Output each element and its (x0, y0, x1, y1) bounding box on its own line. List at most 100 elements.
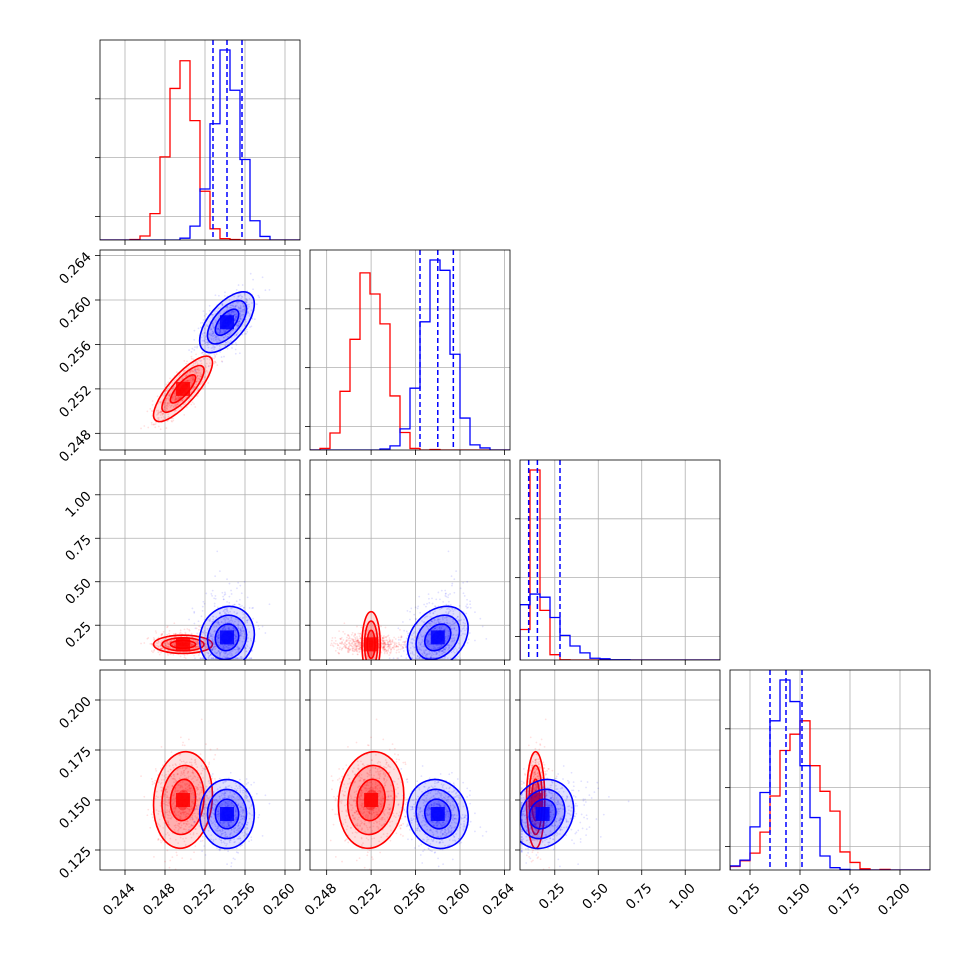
scatter-point-0 (192, 644, 195, 646)
scatter-point-0 (384, 639, 386, 642)
scatter-point-0 (391, 647, 394, 649)
scatter-point-1 (250, 657, 253, 660)
scatter-point-0 (201, 351, 204, 354)
scatter-point-1 (201, 605, 204, 608)
scatter-point-0 (196, 366, 199, 369)
panel-content (310, 250, 510, 450)
panel-0-0 (95, 39, 301, 245)
scatter-point-0 (195, 371, 198, 374)
scatter-point-1 (241, 308, 244, 311)
scatter-point-0 (191, 376, 194, 378)
scatter-point-0 (164, 644, 167, 647)
scatter-point-0 (156, 642, 159, 645)
scatter-point-1 (440, 589, 443, 592)
scatter-point-1 (245, 298, 247, 300)
scatter-point-1 (226, 621, 229, 624)
scatter-point-0 (197, 654, 200, 656)
scatter-point-1 (228, 298, 231, 301)
scatter-point-1 (193, 611, 196, 614)
scatter-point-1 (190, 634, 193, 637)
scatter-point-0 (351, 653, 354, 656)
scatter-point-1 (235, 333, 238, 336)
scatter-point-1 (210, 338, 213, 341)
scatter-point-1 (216, 344, 218, 347)
scatter-point-0 (343, 633, 346, 635)
scatter-point-0 (384, 643, 387, 646)
scatter-point-1 (421, 635, 424, 638)
scatter-point-0 (195, 381, 198, 383)
scatter-point-0 (186, 379, 189, 382)
scatter-point-1 (244, 647, 247, 649)
scatter-point-0 (160, 410, 163, 413)
scatter-point-1 (212, 325, 215, 328)
scatter-point-0 (160, 411, 163, 413)
scatter-point-0 (184, 397, 187, 400)
scatter-point-0 (214, 753, 217, 756)
histogram-0 (310, 272, 510, 450)
scatter-point-1 (212, 657, 215, 660)
scatter-point-1 (237, 581, 240, 584)
scatter-point-0 (160, 651, 162, 654)
scatter-point-0 (153, 782, 156, 784)
scatter-point-0 (352, 647, 354, 650)
scatter-point-1 (225, 651, 228, 654)
scatter-point-1 (413, 639, 415, 641)
scatter-point-0 (196, 361, 198, 363)
scatter-point-1 (388, 657, 391, 660)
scatter-point-0 (208, 358, 211, 361)
scatter-point-0 (157, 645, 160, 648)
scatter-point-1 (238, 598, 241, 601)
scatter-point-0 (191, 369, 194, 372)
scatter-point-1 (434, 605, 436, 608)
scatter-point-1 (242, 607, 245, 609)
scatter-point-1 (218, 338, 221, 341)
scatter-point-0 (213, 646, 216, 648)
scatter-point-1 (239, 634, 242, 636)
scatter-point-0 (355, 646, 357, 649)
scatter-point-0 (159, 428, 162, 431)
scatter-point-1 (208, 333, 211, 336)
scatter-point-0 (172, 419, 175, 422)
scatter-point-1 (235, 635, 238, 638)
scatter-point-1 (444, 594, 447, 597)
scatter-point-1 (198, 652, 201, 655)
scatter-point-1 (241, 309, 243, 312)
scatter-point-0 (181, 400, 184, 402)
scatter-point-1 (413, 654, 415, 656)
scatter-point-0 (404, 641, 407, 643)
scatter-point-0 (193, 386, 196, 388)
scatter-point-1 (239, 307, 242, 310)
scatter-point-1 (240, 314, 242, 317)
scatter-point-1 (211, 334, 213, 337)
scatter-point-1 (234, 352, 237, 355)
scatter-point-0 (173, 392, 176, 395)
scatter-point-0 (382, 637, 385, 640)
scatter-point-0 (192, 386, 195, 389)
scatter-point-1 (229, 628, 231, 631)
scatter-point-1 (228, 306, 231, 309)
scatter-point-1 (236, 302, 239, 304)
scatter-point-0 (183, 370, 185, 373)
scatter-point-0 (356, 639, 359, 642)
scatter-point-0 (192, 647, 195, 650)
scatter-point-1 (232, 328, 234, 331)
scatter-point-0 (352, 647, 354, 649)
scatter-point-1 (264, 632, 267, 634)
scatter-point-0 (166, 626, 168, 629)
scatter-point-1 (206, 651, 209, 654)
scatter-point-0 (346, 636, 348, 639)
scatter-point-0 (397, 645, 400, 648)
scatter-point-0 (160, 647, 163, 650)
scatter-point-0 (194, 371, 197, 373)
scatter-point-1 (230, 616, 233, 619)
scatter-point-0 (196, 379, 199, 381)
scatter-point-1 (212, 648, 214, 651)
scatter-point-0 (366, 655, 369, 658)
scatter-point-0 (167, 642, 169, 645)
scatter-point-0 (159, 411, 162, 414)
scatter-point-0 (165, 407, 168, 410)
scatter-point-0 (190, 377, 192, 380)
scatter-point-1 (219, 330, 222, 332)
scatter-point-0 (220, 360, 223, 363)
scatter-point-1 (447, 644, 450, 646)
